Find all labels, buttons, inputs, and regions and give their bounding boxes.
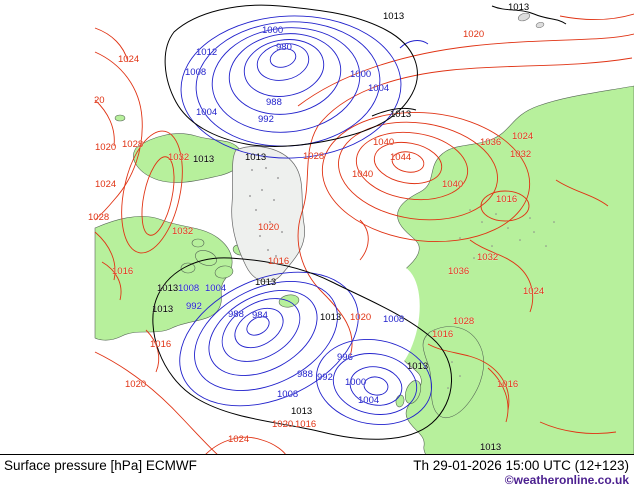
caption-bar: Surface pressure [hPa] ECMWF Th 29-01-20…	[0, 456, 634, 490]
pressure-map: 1013 1013 1000 980 1020 1024 1012 1008 1000 1004 2…	[0, 2, 634, 455]
ice-stipple	[249, 167, 283, 257]
reference-contours	[152, 4, 567, 440]
high-pressure-contours	[94, 13, 634, 454]
terrain-stipple	[447, 209, 555, 389]
copyright: ©weatheronline.co.uk	[504, 473, 629, 487]
greenland-icecap	[231, 146, 306, 283]
land-layer	[94, 12, 634, 454]
chart-title: Surface pressure [hPa] ECMWF	[4, 458, 197, 473]
low-pressure-contours	[179, 15, 433, 426]
valid-time: Th 29-01-2026 15:00 UTC (12+123)	[413, 458, 629, 473]
pressure-map-svg	[94, 4, 634, 454]
